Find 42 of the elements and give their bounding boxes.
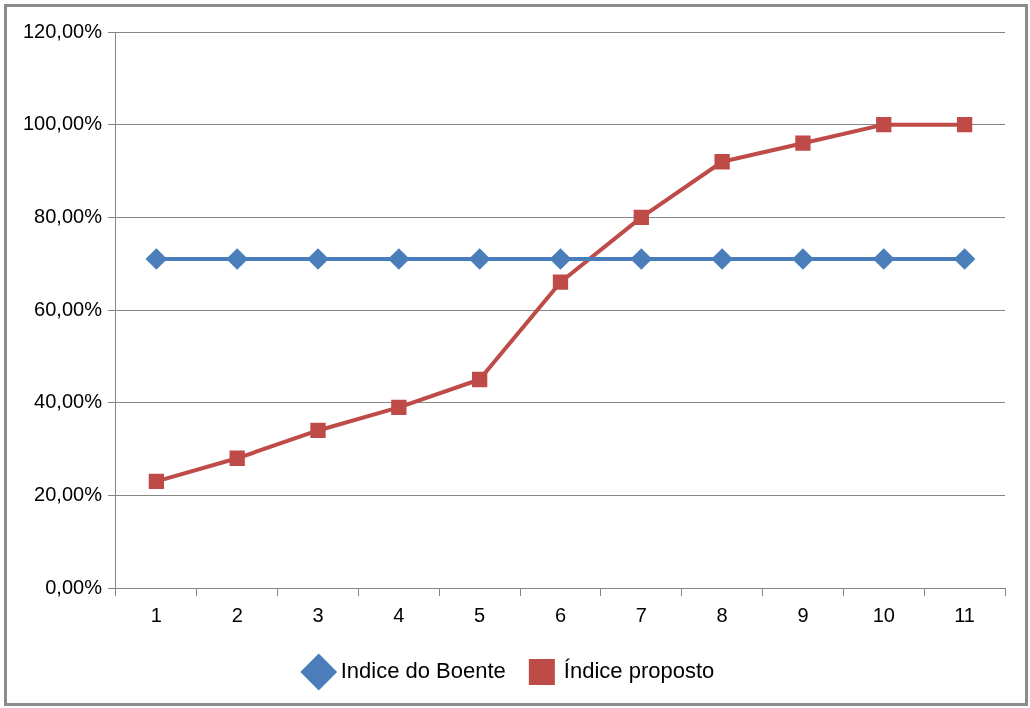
point bbox=[469, 249, 490, 270]
x-tick-label: 2 bbox=[231, 603, 243, 626]
legend-label: Índice proposto bbox=[563, 658, 715, 684]
point bbox=[552, 274, 569, 290]
x-tick-label: 3 bbox=[312, 603, 324, 626]
y-tick-label: 20,00% bbox=[34, 482, 103, 505]
point bbox=[308, 249, 329, 270]
x-tick-label: 10 bbox=[872, 603, 895, 626]
point bbox=[550, 249, 571, 270]
x-tick-label: 6 bbox=[554, 603, 567, 626]
point bbox=[714, 154, 730, 170]
point bbox=[227, 249, 248, 270]
point bbox=[391, 399, 407, 415]
point bbox=[146, 249, 167, 270]
point bbox=[873, 249, 894, 270]
y-tick-label: 0,00% bbox=[45, 575, 103, 598]
y-tick-label: 100,00% bbox=[22, 112, 103, 135]
point bbox=[229, 450, 245, 466]
point bbox=[795, 135, 811, 151]
x-tick-label: 9 bbox=[797, 603, 809, 626]
y-tick-label: 80,00% bbox=[34, 204, 103, 227]
point bbox=[712, 249, 733, 270]
point bbox=[388, 249, 409, 270]
x-tick-label: 4 bbox=[393, 603, 405, 626]
x-tick-label: 8 bbox=[716, 603, 728, 626]
point bbox=[792, 249, 813, 270]
point bbox=[472, 371, 488, 388]
point bbox=[954, 249, 975, 270]
x-tick-label: 5 bbox=[474, 603, 486, 626]
x-tick-label: 11 bbox=[954, 603, 975, 626]
point bbox=[633, 209, 649, 225]
point bbox=[310, 422, 326, 439]
legend-label: Indice do Boente bbox=[340, 658, 506, 684]
x-tick-label: 7 bbox=[635, 603, 647, 626]
y-tick-label: 120,00% bbox=[22, 19, 103, 42]
point bbox=[956, 117, 973, 133]
y-tick-label: 40,00% bbox=[34, 390, 103, 413]
point bbox=[631, 249, 652, 270]
x-tick-label: 1 bbox=[150, 603, 162, 626]
point bbox=[148, 473, 165, 490]
point bbox=[876, 117, 892, 133]
y-tick-label: 60,00% bbox=[34, 297, 103, 320]
